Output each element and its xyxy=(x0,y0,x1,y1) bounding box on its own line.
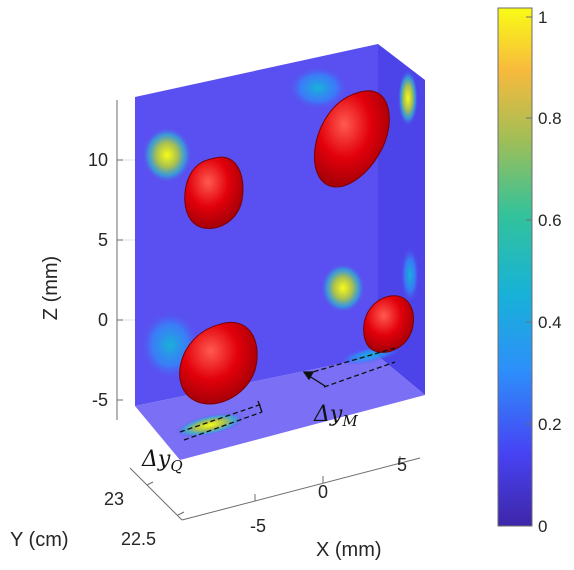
back-hotspot-2 xyxy=(288,66,348,110)
colorbar-tick-0-6: 0.6 xyxy=(538,211,562,230)
y-tick-23: 23 xyxy=(104,489,124,509)
colorbar-tick-0-2: 0.2 xyxy=(538,415,562,434)
x-tick-5: 5 xyxy=(397,455,407,475)
colorbar-tick-0: 0 xyxy=(538,517,547,536)
colorbar-tick-0-8: 0.8 xyxy=(538,109,562,128)
x-axis-label: X (mm) xyxy=(316,539,382,561)
z-tick-5: 5 xyxy=(98,230,108,250)
delta-marker-m xyxy=(302,347,396,388)
red-blobs xyxy=(179,90,414,405)
colorbar-tick-1: 1 xyxy=(538,8,547,27)
back-hotspot-1 xyxy=(142,127,192,183)
axis-grid xyxy=(116,100,135,420)
delta-y-m-label: ΔyM xyxy=(313,402,358,430)
side-hotspot-2 xyxy=(401,247,419,303)
delta-y-m-sub: M xyxy=(341,412,358,430)
back-hotspot-3 xyxy=(321,263,365,313)
red-blob-top-right xyxy=(313,90,390,188)
delta-y-q-sub: Q xyxy=(170,457,182,475)
delta-y-m-base: Δy xyxy=(313,402,343,427)
back-plane xyxy=(135,44,378,406)
y-tick-22-5: 22.5 xyxy=(121,529,156,549)
red-blob-top-left xyxy=(184,156,244,229)
delta-y-q-base: Δy xyxy=(141,447,171,472)
red-blob-bottom-right xyxy=(363,295,414,353)
z-tick-10: 10 xyxy=(88,150,108,170)
delta-marker-q xyxy=(179,400,263,441)
axis-ticks xyxy=(117,159,401,516)
colorbar-tick-0-4: 0.4 xyxy=(538,313,562,332)
z-tick-0: 0 xyxy=(98,310,108,330)
x-tick-neg5: -5 xyxy=(250,516,266,536)
z-axis-label: Z (mm) xyxy=(40,256,62,320)
axes-lines xyxy=(116,100,421,521)
z-tick-neg5: -5 xyxy=(92,390,108,410)
colorbar-gradient xyxy=(497,7,533,527)
y-axis-label: Y (cm) xyxy=(10,529,69,551)
colorbar: 1 0.8 0.6 0.4 0.2 0 xyxy=(497,7,562,536)
side-hotspot-1 xyxy=(398,70,418,126)
red-blob-bottom-left xyxy=(179,321,258,405)
delta-y-q-label: ΔyQ xyxy=(141,447,183,475)
bottom-hotspot-1 xyxy=(175,412,245,438)
x-tick-0: 0 xyxy=(318,482,328,502)
